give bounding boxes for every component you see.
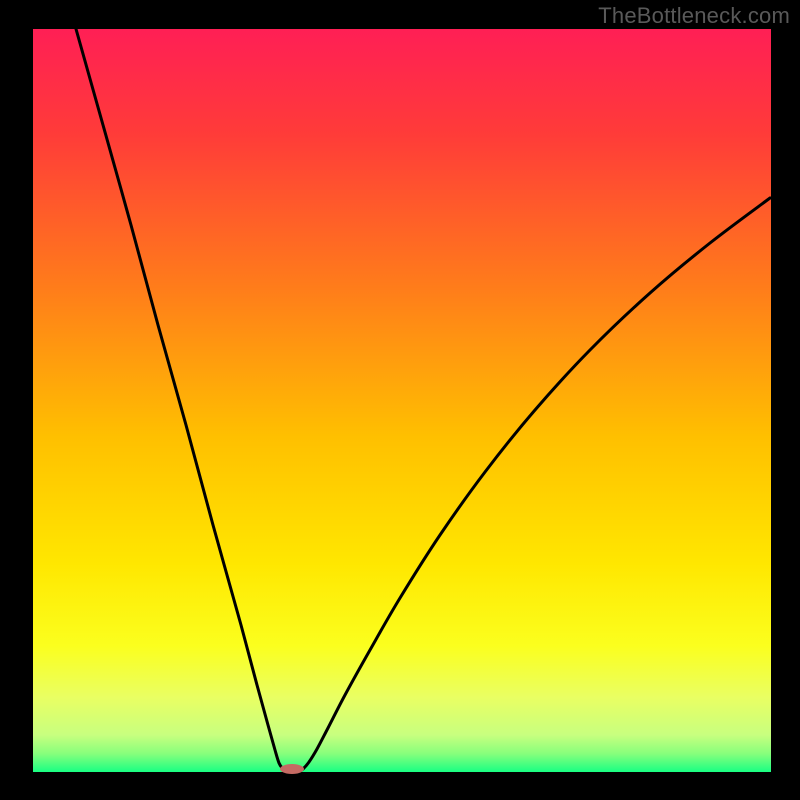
minimum-marker — [280, 764, 304, 774]
chart-overlay — [0, 0, 800, 800]
curve-right-branch — [299, 198, 770, 772]
curve-left-branch — [76, 29, 286, 772]
watermark-text: TheBottleneck.com — [598, 3, 790, 29]
